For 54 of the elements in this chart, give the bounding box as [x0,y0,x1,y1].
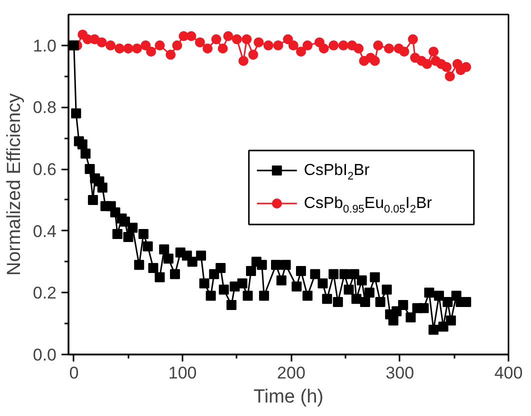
point [154,40,165,50]
x-axis-title: Time (h) [253,386,324,408]
point [132,44,142,54]
point [302,40,313,50]
point [202,44,213,54]
point [399,46,410,57]
y-tick-label: 0.4 [32,222,57,241]
point [273,40,284,50]
point [194,37,205,48]
point [296,46,306,57]
y-tick-label: 0.0 [32,346,57,364]
point [223,31,234,42]
x-tick-label: 300 [386,364,414,382]
point [218,44,228,54]
point [318,44,329,54]
point [248,50,258,60]
point [232,34,242,44]
point [106,40,116,50]
y-axis-title: Normalized Efficiency [4,92,25,276]
point [254,37,264,48]
point [444,71,455,82]
y-tick-label: 0.6 [32,160,57,180]
point [422,58,432,69]
point [408,34,418,44]
point [123,44,134,54]
point [96,37,107,48]
point [328,40,339,50]
point [442,62,452,72]
point [166,50,176,60]
x-tick-label: 400 [494,364,523,382]
x-tick-label: 0 [69,364,79,382]
point [373,40,384,50]
point [288,40,298,50]
point [114,44,125,54]
point [186,31,196,42]
point [354,44,364,54]
point [140,40,151,50]
point [461,62,472,72]
y-tick-label: 1.0 [32,36,57,56]
x-tick-label: 100 [168,364,197,382]
point [242,34,252,44]
point [211,34,222,44]
point [282,34,293,44]
y-tick-label: 0.2 [32,284,57,303]
point [370,56,380,66]
x-tick-label: 200 [277,364,306,382]
y-tick-label: 0.8 [32,98,57,118]
point [384,44,394,54]
point [146,46,156,57]
point [238,56,248,66]
point [263,40,274,50]
point [338,40,348,50]
point [428,46,439,57]
point [172,40,182,50]
